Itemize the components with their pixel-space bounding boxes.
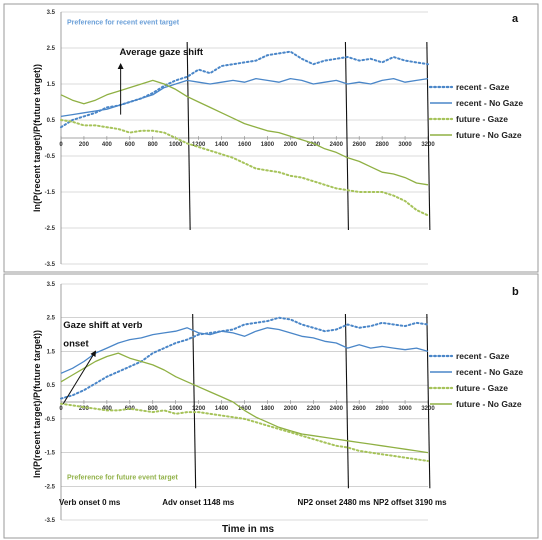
- panel-a-x-tick-label: 1800: [261, 142, 275, 148]
- panel-a-x-tick-label: 2800: [375, 142, 389, 148]
- panel-b-event-line: [192, 313, 197, 489]
- panel-b-legend-label: future - No Gaze: [456, 399, 522, 409]
- panel-b-series-future-no-gaze: [60, 352, 429, 454]
- panel-a-y-tick-label: 0.5: [47, 118, 56, 124]
- panel-a-x-tick-label: 3000: [398, 142, 412, 148]
- panel-a-x-tick-label: 1400: [215, 142, 229, 148]
- panel-a-y-tick-label: 2.5: [47, 46, 56, 52]
- panel-a-x-tick-label: 2600: [353, 142, 367, 148]
- panel-a-y-axis-label: ln(P(recent target)/P(future target)): [32, 64, 42, 212]
- panel-a-legend-label: future - No Gaze: [456, 130, 522, 140]
- panel-b-x-tick-label: 1400: [215, 406, 229, 412]
- panel-a-x-tick-label: 2000: [284, 142, 298, 148]
- panel-a-region-label: Preference for recent event target: [67, 20, 180, 27]
- panel-b-event-line: [344, 313, 349, 489]
- panel-a-event-line: [426, 41, 431, 231]
- panel-a-x-tick-label: 200: [79, 142, 90, 148]
- panel-b-legend-label: future - Gaze: [456, 383, 508, 393]
- panel-b-event-label: NP2 offset 3190 ms: [373, 498, 447, 507]
- panel-b-gaze-arrow: [62, 350, 97, 404]
- panel-a-x-tick-label: 0: [59, 142, 63, 148]
- panel-b-x-tick-label: 1200: [192, 406, 206, 412]
- panel-a-y-tick-label: -2.5: [45, 226, 56, 232]
- panel-b-y-tick-label: 3.5: [47, 282, 56, 288]
- panel-a-frame: [3, 3, 539, 273]
- panel-a-legend-label: recent - No Gaze: [456, 98, 523, 108]
- panel-a-x-tick-label: 400: [102, 142, 113, 148]
- panel-a-legend-label: future - Gaze: [456, 114, 508, 124]
- panel-b-region-label: Preference for future event target: [67, 475, 179, 482]
- panel-b-x-tick-label: 400: [102, 406, 113, 412]
- panel-b-x-tick-label: 200: [79, 406, 90, 412]
- panel-b-event-line: [426, 313, 431, 489]
- panel-b-event-label: NP2 onset 2480 ms: [298, 498, 371, 507]
- panel-b-x-tick-label: 800: [148, 406, 159, 412]
- panel-a-event-line: [344, 41, 349, 231]
- panel-a-event-line: [186, 41, 191, 231]
- panel-b-y-tick-label: -1.5: [45, 451, 56, 457]
- panel-a-annotation: Average gaze shift: [119, 47, 203, 58]
- panel-a-y-tick-label: -1.5: [45, 190, 56, 196]
- panel-a-series-recent-no-gaze: [60, 77, 429, 118]
- panel-b-y-tick-label: -2.5: [45, 484, 56, 490]
- panel-b-annotation: onset: [63, 338, 89, 349]
- panel-a-series-future-no-gaze: [60, 79, 429, 186]
- panel-a-y-tick-label: -3.5: [45, 262, 56, 268]
- panel-b-panel-letter: b: [512, 286, 519, 298]
- panel-a-x-tick-label: 2400: [330, 142, 344, 148]
- panel-b-series-recent-no-gaze: [60, 327, 429, 374]
- panel-b-legend-label: recent - No Gaze: [456, 367, 523, 377]
- panel-b-annotation: Gaze shift at verb: [63, 320, 142, 331]
- panel-b-x-tick-label: 2400: [330, 406, 344, 412]
- panel-b-x-axis-label: Time in ms: [222, 524, 274, 535]
- panel-b-x-tick-label: 1800: [261, 406, 275, 412]
- panel-a-series-future-gaze: [60, 119, 429, 217]
- panel-b-x-tick-label: 3000: [398, 406, 412, 412]
- panel-b-y-tick-label: 0.5: [47, 383, 56, 389]
- panel-b-y-tick-label: -0.5: [45, 417, 56, 423]
- panel-b-x-tick-label: 0: [59, 406, 63, 412]
- panel-b-x-tick-label: 1600: [238, 406, 252, 412]
- panel-b-series-future-gaze: [60, 402, 429, 462]
- panel-a-x-tick-label: 2200: [307, 142, 321, 148]
- panel-b-y-tick-label: 1.5: [47, 349, 56, 355]
- panel-a-x-tick-label: 600: [125, 142, 136, 148]
- panel-b-event-label: Verb onset 0 ms: [59, 498, 121, 507]
- panel-b-legend-label: recent - Gaze: [456, 351, 510, 361]
- panel-a-x-tick-label: 1600: [238, 142, 252, 148]
- panel-a-series-recent-gaze: [60, 50, 429, 129]
- panel-b-x-tick-label: 2800: [375, 406, 389, 412]
- panel-b-y-tick-label: -3.5: [45, 518, 56, 524]
- panel-b-x-tick-label: 2000: [284, 406, 298, 412]
- panel-b-x-tick-label: 1000: [169, 406, 183, 412]
- panel-a-y-tick-label: -0.5: [45, 154, 56, 160]
- panel-a-y-tick-label: 3.5: [47, 10, 56, 16]
- panel-b-event-label: Adv onset 1148 ms: [162, 498, 235, 507]
- panel-a-x-tick-label: 800: [148, 142, 159, 148]
- panel-b-x-tick-label: 2200: [307, 406, 321, 412]
- panel-b-y-axis-label: ln(P(recent target)/P(future target)): [32, 330, 42, 478]
- panel-a-x-tick-label: 1200: [192, 142, 206, 148]
- panel-a-legend-label: recent - Gaze: [456, 82, 510, 92]
- panel-b-y-tick-label: 2.5: [47, 316, 56, 322]
- panel-b-frame: [3, 273, 539, 539]
- panel-b-x-tick-label: 2600: [353, 406, 367, 412]
- panel-a-x-tick-label: 1000: [169, 142, 183, 148]
- panel-a-panel-letter: a: [512, 13, 519, 25]
- panel-a-y-tick-label: 1.5: [47, 82, 56, 88]
- panel-b-series-recent-gaze: [60, 316, 429, 400]
